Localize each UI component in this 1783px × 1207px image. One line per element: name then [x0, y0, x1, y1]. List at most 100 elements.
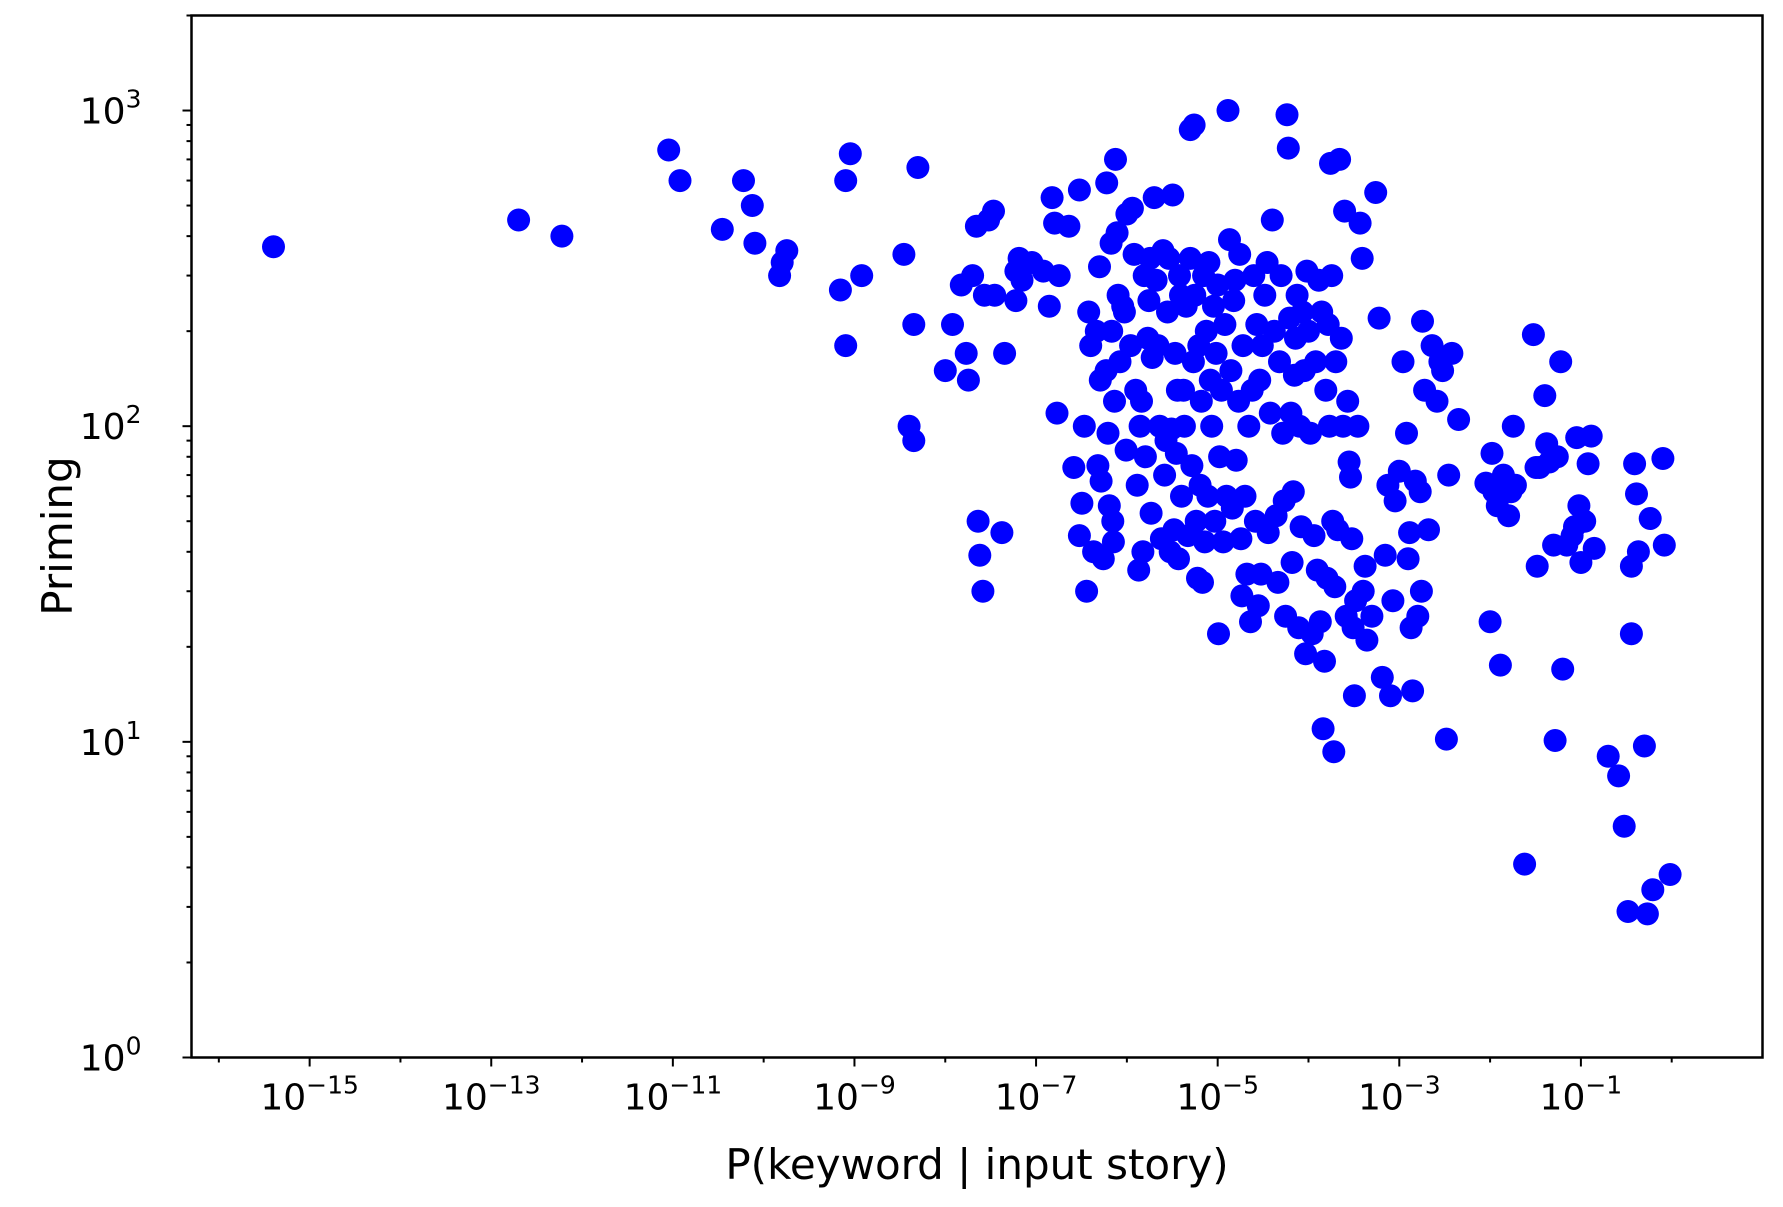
- data-point-11: [775, 239, 799, 263]
- data-point-313: [1616, 900, 1640, 923]
- data-point-206: [1298, 421, 1322, 445]
- data-point-243: [1353, 554, 1377, 578]
- data-point-161: [1229, 527, 1253, 551]
- data-point-267: [1417, 518, 1440, 542]
- data-point-141: [1200, 414, 1224, 438]
- y-tick-label-0: 100: [80, 1032, 142, 1080]
- data-point-120: [1172, 414, 1196, 438]
- data-point-47: [1045, 401, 1069, 425]
- data-point-55: [1075, 579, 1099, 603]
- data-point-88: [1128, 414, 1152, 438]
- data-point-241: [1350, 246, 1374, 270]
- data-point-319: [1632, 734, 1656, 758]
- data-point-181: [1262, 319, 1286, 343]
- data-point-21: [906, 156, 930, 179]
- data-point-113: [1164, 441, 1188, 465]
- plot-frame: [190, 14, 1764, 1059]
- data-point-12: [828, 278, 852, 302]
- y-axis-ticks: 100 101 102 103: [80, 14, 192, 1080]
- data-point-299: [1551, 657, 1575, 681]
- data-point-134: [1191, 570, 1214, 594]
- data-point-41: [1010, 268, 1034, 292]
- data-point-260: [1401, 679, 1425, 703]
- data-point-173: [1248, 368, 1272, 392]
- data-point-6: [732, 169, 755, 193]
- data-point-318: [1626, 540, 1650, 564]
- data-point-72: [1101, 530, 1125, 554]
- data-point-56: [1077, 300, 1101, 324]
- data-point-50: [1062, 456, 1086, 479]
- data-point-45: [1040, 186, 1064, 210]
- data-point-262: [1406, 604, 1430, 628]
- data-point-37: [993, 341, 1017, 365]
- data-point-96: [1139, 501, 1163, 525]
- data-point-171: [1245, 313, 1269, 336]
- data-point-281: [1488, 653, 1512, 677]
- data-point-70: [1100, 319, 1124, 343]
- data-point-104: [1153, 463, 1177, 487]
- data-point-156: [1222, 289, 1246, 313]
- data-point-125: [1180, 454, 1204, 478]
- data-point-71: [1101, 509, 1125, 533]
- x-tick-label-3: 10−9: [813, 1071, 896, 1119]
- data-point-235: [1340, 527, 1364, 551]
- data-point-265: [1411, 309, 1434, 333]
- data-point-0: [262, 235, 285, 259]
- data-point-128: [1183, 283, 1207, 307]
- data-point-129: [1184, 509, 1208, 533]
- data-point-216: [1314, 378, 1338, 402]
- y-axis-label: Priming: [33, 456, 82, 615]
- data-point-205: [1297, 319, 1320, 343]
- data-point-94: [1137, 289, 1161, 313]
- data-point-1: [507, 208, 531, 232]
- data-point-137: [1194, 319, 1218, 343]
- data-point-5: [710, 217, 734, 241]
- data-point-127: [1182, 113, 1206, 137]
- data-point-158: [1224, 448, 1248, 472]
- x-tick-label-2: 10−11: [624, 1071, 723, 1119]
- data-point-79: [1112, 300, 1136, 324]
- data-point-136: [1193, 530, 1217, 554]
- data-point-274: [1440, 341, 1464, 365]
- data-point-13: [834, 169, 858, 193]
- data-point-64: [1091, 547, 1115, 571]
- data-point-225: [1324, 350, 1348, 374]
- x-tick-label-7: 10−1: [1540, 1071, 1623, 1119]
- data-point-183: [1266, 570, 1290, 594]
- data-point-193: [1280, 551, 1304, 574]
- data-point-245: [1360, 604, 1384, 628]
- data-point-35: [983, 283, 1007, 307]
- data-point-244: [1355, 628, 1379, 652]
- data-point-224: [1323, 575, 1347, 599]
- data-point-143: [1203, 509, 1227, 533]
- data-point-264: [1409, 579, 1433, 603]
- data-point-7: [740, 194, 764, 217]
- data-point-311: [1607, 764, 1631, 788]
- data-point-322: [1641, 878, 1665, 902]
- data-point-212: [1308, 610, 1332, 634]
- data-point-14: [834, 334, 858, 358]
- data-point-227: [1328, 147, 1352, 171]
- data-point-215: [1313, 649, 1336, 673]
- data-point-142: [1202, 294, 1225, 318]
- data-point-133: [1189, 389, 1213, 413]
- data-point-86: [1125, 473, 1149, 497]
- data-point-92: [1133, 445, 1157, 469]
- data-point-4: [668, 169, 692, 193]
- data-point-258: [1398, 521, 1422, 545]
- data-point-152: [1216, 99, 1240, 122]
- x-tick-label-4: 10−7: [995, 1071, 1078, 1119]
- data-point-190: [1276, 136, 1300, 160]
- data-point-22: [933, 359, 957, 383]
- data-point-90: [1131, 540, 1155, 564]
- data-point-297: [1545, 445, 1569, 469]
- data-point-61: [1088, 255, 1111, 279]
- data-point-100: [1146, 334, 1170, 358]
- data-point-278: [1480, 441, 1504, 465]
- data-point-201: [1291, 300, 1314, 324]
- data-point-184: [1268, 350, 1291, 374]
- data-point-221: [1320, 264, 1344, 288]
- data-point-157: [1223, 268, 1247, 292]
- data-point-240: [1348, 211, 1372, 235]
- data-point-324: [1652, 533, 1676, 557]
